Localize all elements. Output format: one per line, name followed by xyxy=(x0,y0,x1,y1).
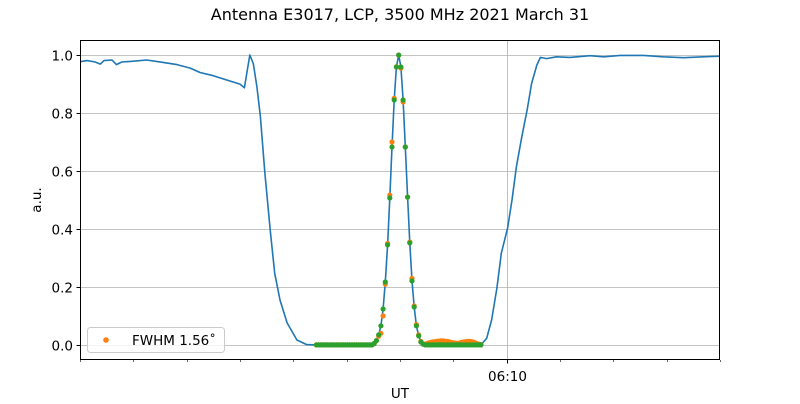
scatter-point-green xyxy=(409,278,415,284)
y-tick-label: 0.4 xyxy=(52,223,73,239)
scatter-point-green xyxy=(382,279,388,285)
scatter-point-green xyxy=(376,332,382,338)
scatter-point-green xyxy=(380,306,386,312)
scatter-point-green xyxy=(373,338,379,344)
scatter-point-green xyxy=(393,64,399,70)
scatter-point-orange xyxy=(380,313,386,319)
axes-frame xyxy=(80,40,720,360)
plot-area xyxy=(79,52,721,348)
y-tick-label: 0.0 xyxy=(52,339,73,355)
scatter-point-green xyxy=(391,97,397,103)
scatter-point-green xyxy=(416,333,422,339)
scatter-point-green xyxy=(396,52,402,58)
scatter-point-green xyxy=(387,195,393,201)
scatter-point-green xyxy=(400,97,406,103)
y-tick-label: 1.0 xyxy=(52,49,73,65)
legend: FWHM 1.56˚ xyxy=(87,327,225,353)
legend-label: FWHM 1.56˚ xyxy=(132,332,216,349)
grid xyxy=(80,40,720,360)
scatter-point-orange xyxy=(389,139,395,145)
scatter-point-green xyxy=(411,304,417,310)
y-tick-label: 0.8 xyxy=(52,107,73,123)
scatter-point-green xyxy=(413,323,419,329)
scatter-point-green xyxy=(407,240,413,246)
y-tick-label: 0.2 xyxy=(52,281,73,297)
scatter-point-green xyxy=(405,194,411,200)
series-line xyxy=(79,54,721,346)
x-axis-label: UT xyxy=(391,386,410,400)
scatter-point-green xyxy=(378,323,384,329)
x-tick-label: 06:10 xyxy=(488,369,527,385)
scatter-point-green xyxy=(398,64,404,70)
legend-marker-orange xyxy=(103,337,109,343)
scatter-point-green xyxy=(478,342,484,348)
scatter-point-green xyxy=(389,144,395,150)
chart-title: Antenna E3017, LCP, 3500 MHz 2021 March … xyxy=(211,5,589,24)
legend-box xyxy=(87,327,225,353)
axes: 0.0 0.2 0.4 0.6 0.8 1.0 06:10 xyxy=(52,49,721,385)
scatter-point-green xyxy=(402,144,408,150)
y-tick-label: 0.6 xyxy=(52,165,73,181)
y-axis-label: a.u. xyxy=(29,187,45,212)
scatter-point-green xyxy=(385,242,391,248)
